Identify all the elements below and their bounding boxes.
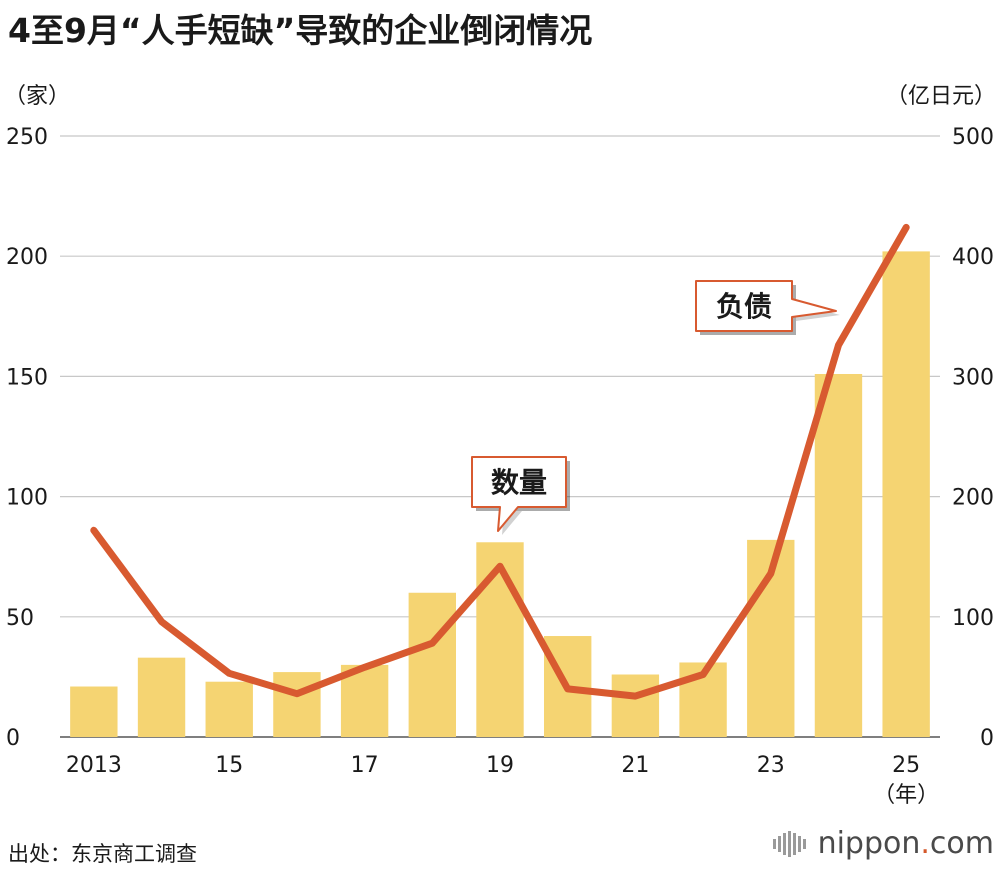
bar-21 [611, 674, 660, 737]
left-tick-label: 100 [6, 486, 48, 511]
x-tick-label: 21 [621, 753, 649, 778]
callouts: 数量 负债 [471, 280, 840, 535]
chart-title: 4至9月“人手短缺”导致的企业倒闭情况 [8, 11, 593, 50]
right-tick-label: 300 [952, 365, 994, 390]
left-axis-label: （家） [4, 84, 70, 109]
right-tick-label: 0 [980, 726, 994, 751]
bar-19 [476, 542, 524, 737]
x-tick-label: 23 [757, 753, 785, 778]
bar-series [70, 251, 930, 737]
right-tick-label: 100 [952, 606, 994, 631]
x-tick-label: 2013 [66, 753, 122, 778]
callout-debt-text: 负债 [716, 290, 772, 323]
left-tick-label: 200 [6, 245, 48, 270]
bar-15 [205, 681, 253, 737]
x-tick-label: 15 [215, 753, 243, 778]
x-tick-label: 25 [892, 753, 920, 778]
nippon-mark-icon [772, 830, 808, 857]
x-unit-label: （年） [873, 783, 939, 808]
bar-24 [814, 373, 863, 737]
left-tick-label: 50 [6, 606, 34, 631]
bar-25 [882, 251, 930, 737]
nippon-logo: nippon. com [772, 826, 994, 861]
bar-2013 [70, 686, 118, 737]
left-tick-label: 250 [6, 125, 48, 150]
brand-name: nippon [817, 826, 921, 861]
callout-count: 数量 [471, 456, 570, 535]
debt-line [90, 223, 910, 700]
right-tick-label: 500 [952, 125, 994, 150]
right-tick-label: 200 [952, 486, 994, 511]
bar-18 [408, 592, 456, 737]
right-tick-label: 400 [952, 245, 994, 270]
line-series [90, 223, 910, 700]
brand-tld: com [929, 826, 994, 861]
right-axis-label: （亿日元） [886, 84, 996, 109]
brand-dot: . [920, 826, 930, 861]
bar-14 [137, 657, 186, 737]
x-tick-label: 17 [351, 753, 379, 778]
left-tick-label: 0 [6, 726, 20, 751]
x-tick-label: 19 [486, 753, 514, 778]
left-tick-label: 150 [6, 365, 48, 390]
source-note: 出处：东京商工调查 [8, 842, 197, 866]
callout-debt: 负债 [695, 280, 840, 335]
callout-count-text: 数量 [491, 466, 547, 499]
bar-16 [273, 672, 321, 737]
axes: 0 50 100 150 200 250 0 100 200 300 400 500 （家） （亿日元） 2… [4, 84, 996, 808]
